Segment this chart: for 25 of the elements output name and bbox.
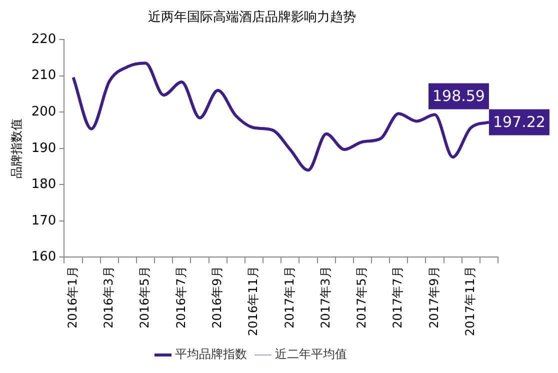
x-tick-label: 2017年11月: [463, 266, 478, 336]
x-tick-label: 2016年9月: [210, 266, 224, 328]
annotation: 198.59: [432, 87, 485, 106]
y-tick-label: 190: [31, 140, 56, 156]
x-tick-label: 2016年5月: [138, 266, 152, 328]
chart-title: 近两年国际高端酒店品牌影响力趋势: [148, 9, 356, 26]
y-tick-label: 170: [31, 213, 56, 228]
x-tick-label: 2016年3月: [102, 266, 116, 328]
x-tick-label: 2017年7月: [390, 266, 405, 328]
legend-label: 近二年平均值: [275, 347, 347, 362]
y-tick-label: 210: [31, 68, 56, 84]
x-tick-label: 2017年5月: [354, 266, 369, 328]
y-axis-title: 品牌指数值: [9, 118, 24, 178]
data-label: 197.22: [492, 113, 546, 132]
x-tick-label: 2016年1月: [65, 266, 80, 328]
x-tick-label: 2017年3月: [318, 266, 332, 328]
y-tick-label: 160: [31, 250, 56, 265]
x-tick-label: 2016年11月: [246, 266, 260, 336]
x-tick-label: 2016年7月: [174, 266, 188, 328]
y-tick-label: 200: [31, 104, 56, 120]
x-tick-label: 2017年1月: [282, 266, 296, 328]
y-tick-label: 220: [31, 32, 56, 47]
legend-label: 平均品牌指数: [175, 347, 247, 362]
x-tick-label: 2017年9月: [426, 266, 441, 328]
y-tick-label: 180: [31, 177, 56, 192]
